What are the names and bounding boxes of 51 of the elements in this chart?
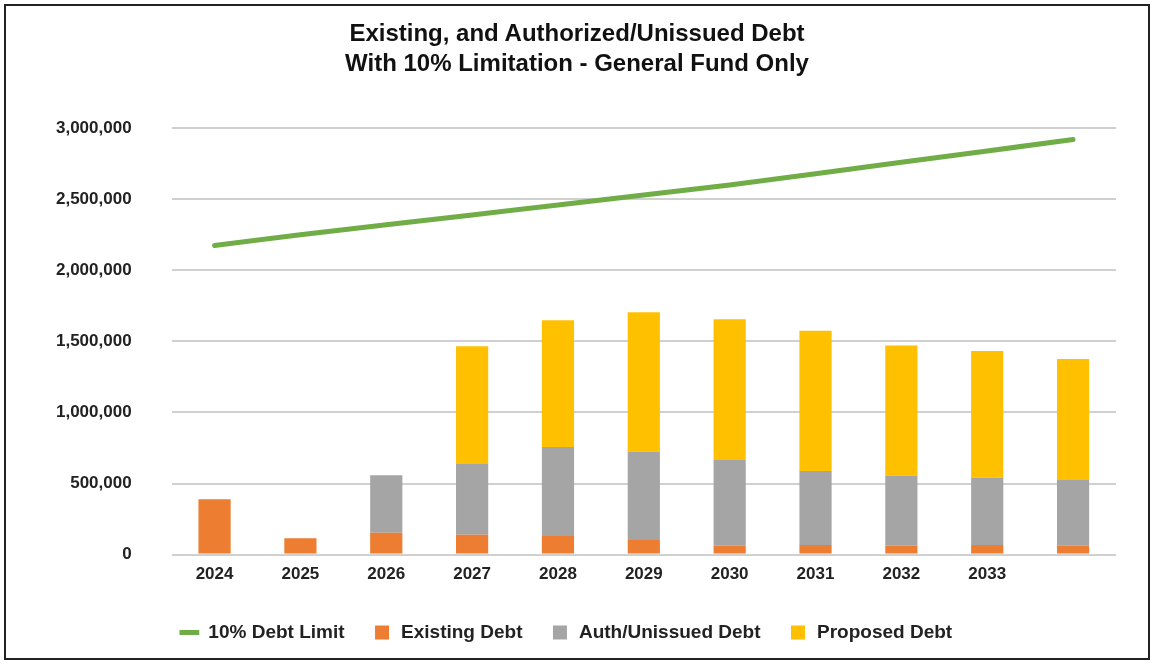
x-tick-label: 2027 bbox=[453, 564, 492, 584]
bar bbox=[1056, 358, 1090, 481]
bar bbox=[456, 346, 489, 464]
bar bbox=[627, 312, 660, 452]
bar bbox=[284, 538, 317, 554]
x-tick-label: 2029 bbox=[624, 564, 663, 584]
x-tick-label: 2032 bbox=[882, 564, 921, 584]
bar bbox=[456, 534, 489, 554]
y-tick-label: 500,000 bbox=[70, 473, 132, 493]
x-tick-label: 2030 bbox=[710, 564, 749, 584]
y-tick-label: 1,500,000 bbox=[55, 331, 132, 351]
bar bbox=[885, 345, 918, 476]
bar bbox=[198, 499, 231, 554]
bar bbox=[541, 536, 575, 554]
bar bbox=[1056, 480, 1090, 546]
chart-title: Existing, and Authorized/Unissued Debt bbox=[348, 18, 806, 48]
bar bbox=[370, 475, 403, 533]
bar bbox=[799, 470, 832, 545]
bar bbox=[627, 539, 660, 554]
legend-label: Existing Debt bbox=[401, 620, 524, 642]
bar bbox=[971, 544, 1004, 554]
bar bbox=[713, 319, 746, 461]
y-tick-label: 2,000,000 bbox=[55, 260, 132, 280]
legend-label: Proposed Debt bbox=[817, 620, 953, 642]
bar bbox=[971, 350, 1004, 478]
legend-label: Auth/Unissued Debt bbox=[578, 620, 762, 642]
y-tick-label: 2,500,000 bbox=[55, 188, 132, 208]
y-tick-label: 1,000,000 bbox=[55, 402, 132, 422]
x-tick-label: 2025 bbox=[281, 564, 320, 584]
bar bbox=[627, 451, 660, 540]
x-tick-label: 2028 bbox=[539, 564, 577, 584]
x-tick-label: 2024 bbox=[195, 564, 234, 584]
bar bbox=[799, 544, 832, 554]
x-tick-label: 2026 bbox=[367, 564, 406, 584]
bar bbox=[885, 545, 918, 554]
bar bbox=[713, 545, 746, 554]
legend-label: 10% Debt Limit bbox=[208, 620, 346, 642]
bar bbox=[1056, 545, 1090, 554]
bar bbox=[885, 475, 918, 546]
bar bbox=[541, 447, 575, 537]
x-tick-label: 2031 bbox=[796, 564, 835, 584]
bar bbox=[799, 330, 832, 471]
chart-subtitle: With 10% Limitation - General Fund Only bbox=[344, 48, 810, 78]
y-tick-label: 3,000,000 bbox=[55, 117, 132, 137]
bar bbox=[713, 460, 746, 546]
x-tick-label: 2033 bbox=[968, 564, 1007, 584]
bar bbox=[971, 477, 1004, 545]
bar bbox=[370, 532, 403, 554]
bar bbox=[541, 320, 575, 448]
y-tick-label: 0 bbox=[122, 544, 132, 564]
bar bbox=[456, 463, 489, 535]
